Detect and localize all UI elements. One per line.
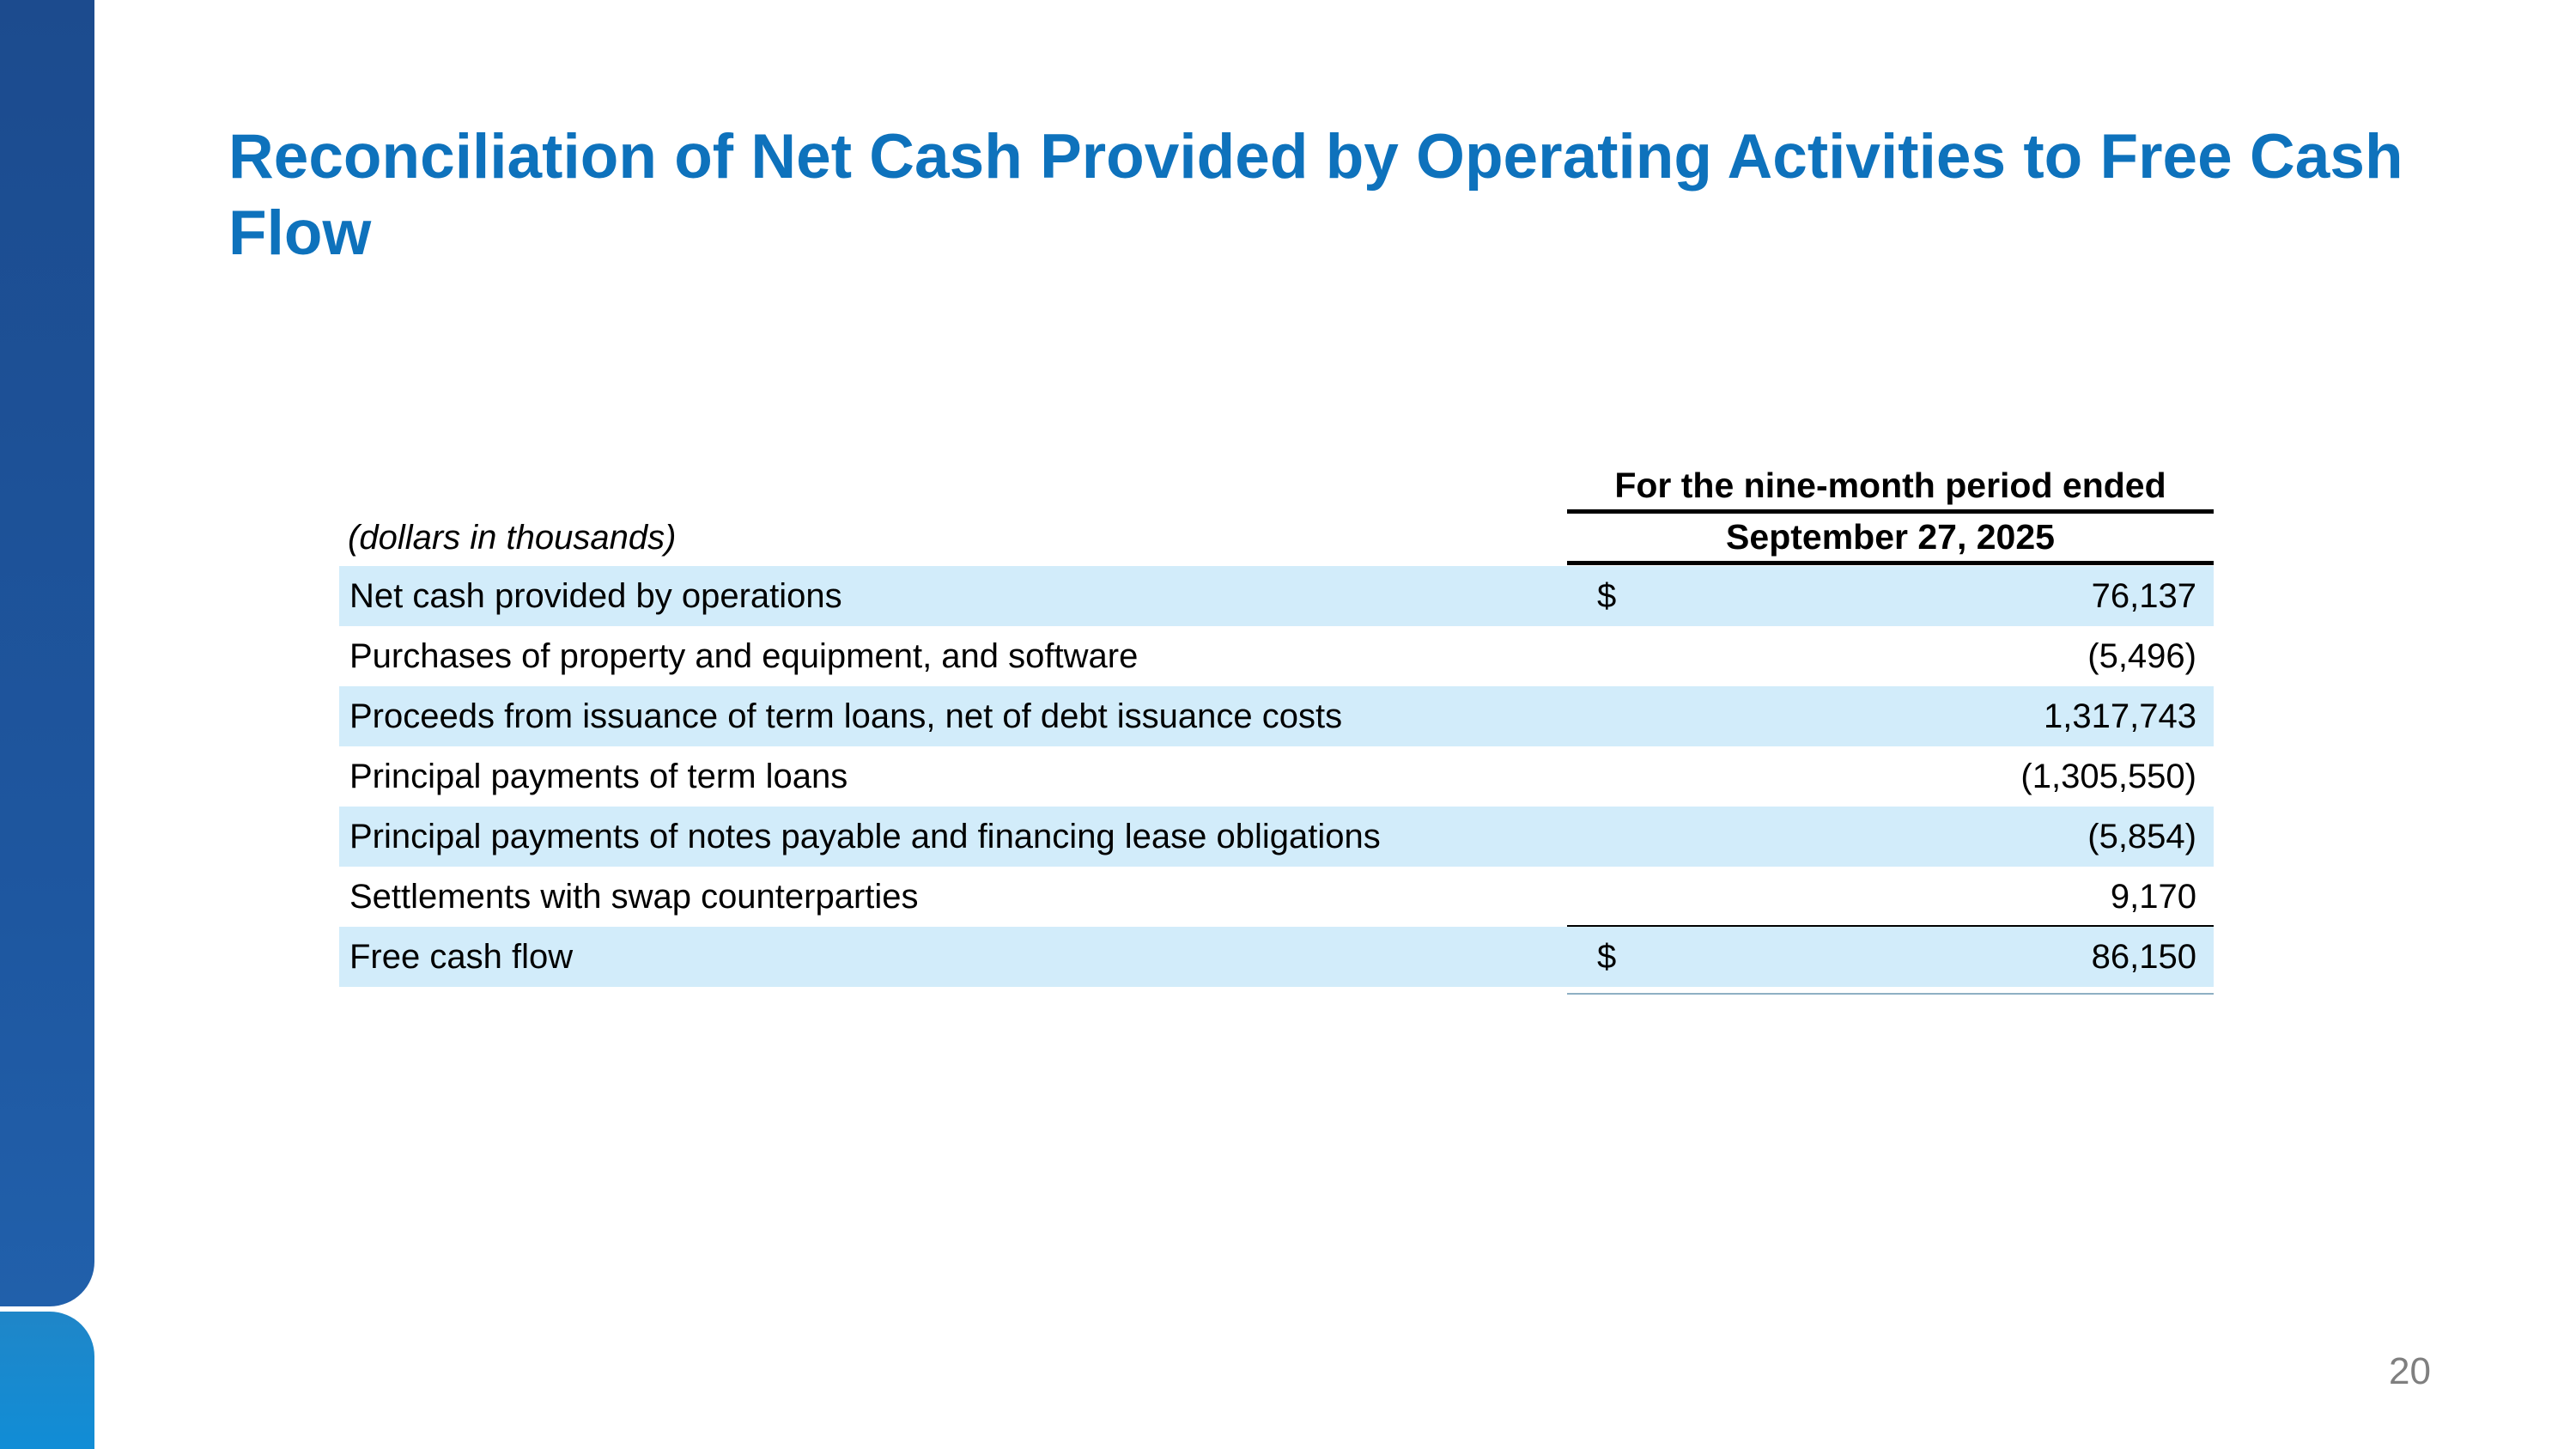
row-value: (5,496) [2087,636,2196,675]
row-value: 9,170 [2110,877,2196,916]
row-value: 76,137 [2091,576,2196,615]
row-label: Settlements with swap counterparties [349,877,919,916]
row-label: Free cash flow [349,937,574,976]
header-top-rule [1567,509,2214,514]
table-row: Principal payments of term loans (1,305,… [339,746,2214,807]
row-label: Proceeds from issuance of term loans, ne… [349,697,1343,735]
table-row: Net cash provided by operations $ 76,137 [339,566,2214,626]
row-value: 86,150 [2091,937,2196,976]
page-title: Reconciliation of Net Cash Provided by O… [228,122,2403,269]
table-row: Purchases of property and equipment, and… [339,626,2214,686]
period-header: For the nine-month period ended [1614,466,2166,505]
table-rows: Net cash provided by operations $ 76,137… [339,566,2214,995]
row-value: (5,854) [2087,817,2196,855]
left-accent-bar-dark [0,0,94,1306]
units-note: (dollars in thousands) [348,519,677,557]
row-label: Purchases of property and equipment, and… [349,636,1139,675]
row-currency-symbol: $ [1597,937,1617,976]
row-label: Principal payments of notes payable and … [349,817,1381,855]
row-currency-symbol: $ [1597,576,1617,615]
header-bottom-rule [1567,561,2214,565]
left-accent-bar-light [0,1312,94,1449]
row-value: (1,305,550) [2020,757,2196,795]
row-label: Net cash provided by operations [349,576,842,615]
page-number: 20 [2389,1350,2431,1392]
date-header: September 27, 2025 [1726,517,2055,557]
total-double-underline [1567,993,2214,995]
table-row: Free cash flow $ 86,150 [339,927,2214,987]
table-row: Proceeds from issuance of term loans, ne… [339,686,2214,746]
table-row: Settlements with swap counterparties 9,1… [339,867,2214,927]
table-row: Principal payments of notes payable and … [339,807,2214,867]
row-label: Principal payments of term loans [349,757,848,795]
row-value: 1,317,743 [2044,697,2196,735]
